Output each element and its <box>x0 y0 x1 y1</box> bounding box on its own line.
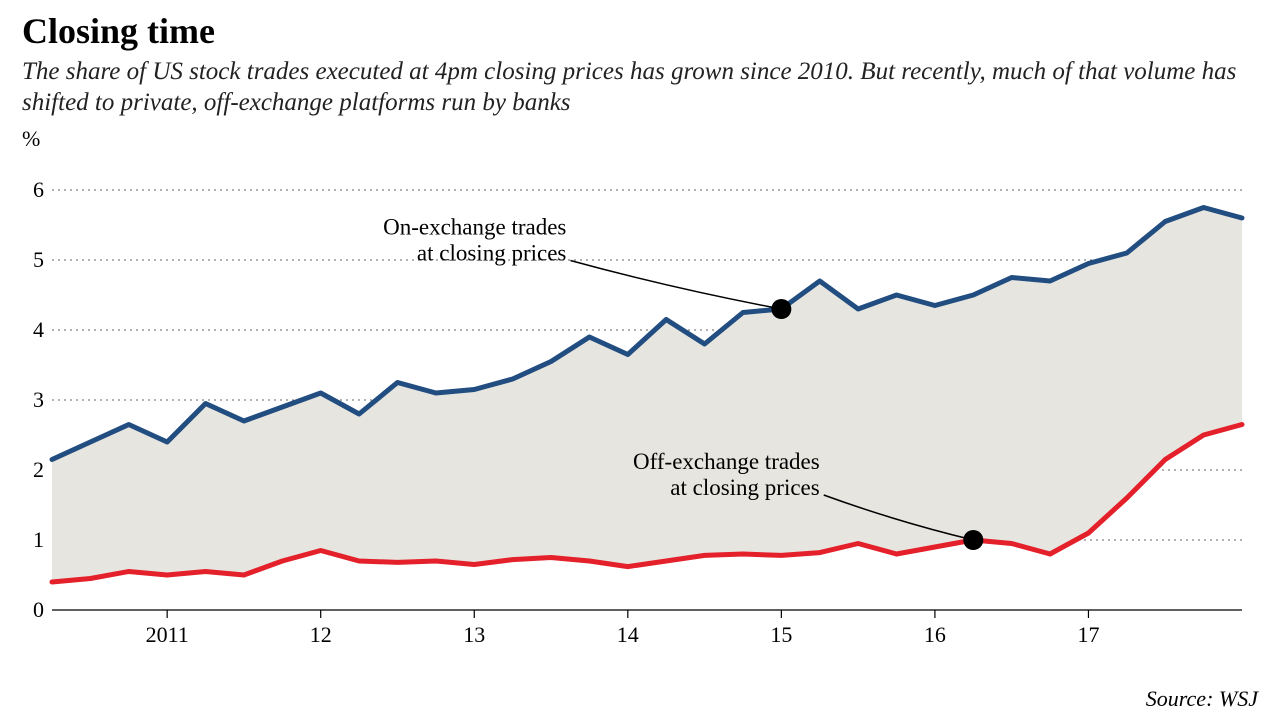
annotation-off-exchange-label-line1: Off-exchange trades <box>633 449 820 474</box>
y-tick-label: 5 <box>33 247 44 272</box>
x-tick-label: 12 <box>310 622 332 647</box>
chart-svg: 01234562011121314151617On-exchange trade… <box>22 152 1258 652</box>
chart-title: Closing time <box>22 12 1258 52</box>
x-tick-label: 17 <box>1077 622 1099 647</box>
y-tick-label: 3 <box>33 387 44 412</box>
x-tick-label: 16 <box>924 622 946 647</box>
annotation-on-exchange-marker <box>771 299 791 319</box>
y-axis-unit: % <box>22 126 1258 152</box>
annotation-off-exchange-label-line2: at closing prices <box>670 475 820 500</box>
y-tick-label: 2 <box>33 457 44 482</box>
y-tick-label: 1 <box>33 527 44 552</box>
chart-area: 01234562011121314151617On-exchange trade… <box>22 152 1258 652</box>
x-tick-label: 13 <box>463 622 485 647</box>
x-tick-label: 14 <box>617 622 639 647</box>
area-between <box>52 208 1242 583</box>
y-tick-label: 4 <box>33 317 44 342</box>
annotation-off-exchange-marker <box>963 530 983 550</box>
annotation-on-exchange-leader <box>570 261 781 310</box>
x-tick-label: 15 <box>770 622 792 647</box>
annotation-on-exchange-label-line1: On-exchange trades <box>383 215 566 240</box>
y-tick-label: 0 <box>33 597 44 622</box>
x-tick-label: 2011 <box>146 622 189 647</box>
y-tick-label: 6 <box>33 177 44 202</box>
chart-source: Source: WSJ <box>1146 686 1258 712</box>
annotation-on-exchange-label-line2: at closing prices <box>417 241 567 266</box>
chart-subtitle: The share of US stock trades executed at… <box>22 56 1258 119</box>
